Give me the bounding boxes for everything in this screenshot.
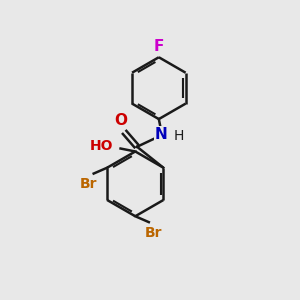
Text: O: O bbox=[114, 113, 127, 128]
Text: H: H bbox=[174, 129, 184, 143]
Text: Br: Br bbox=[145, 226, 163, 240]
Text: F: F bbox=[154, 39, 164, 54]
Text: N: N bbox=[155, 127, 168, 142]
Text: HO: HO bbox=[90, 140, 113, 154]
Text: Br: Br bbox=[80, 177, 98, 191]
